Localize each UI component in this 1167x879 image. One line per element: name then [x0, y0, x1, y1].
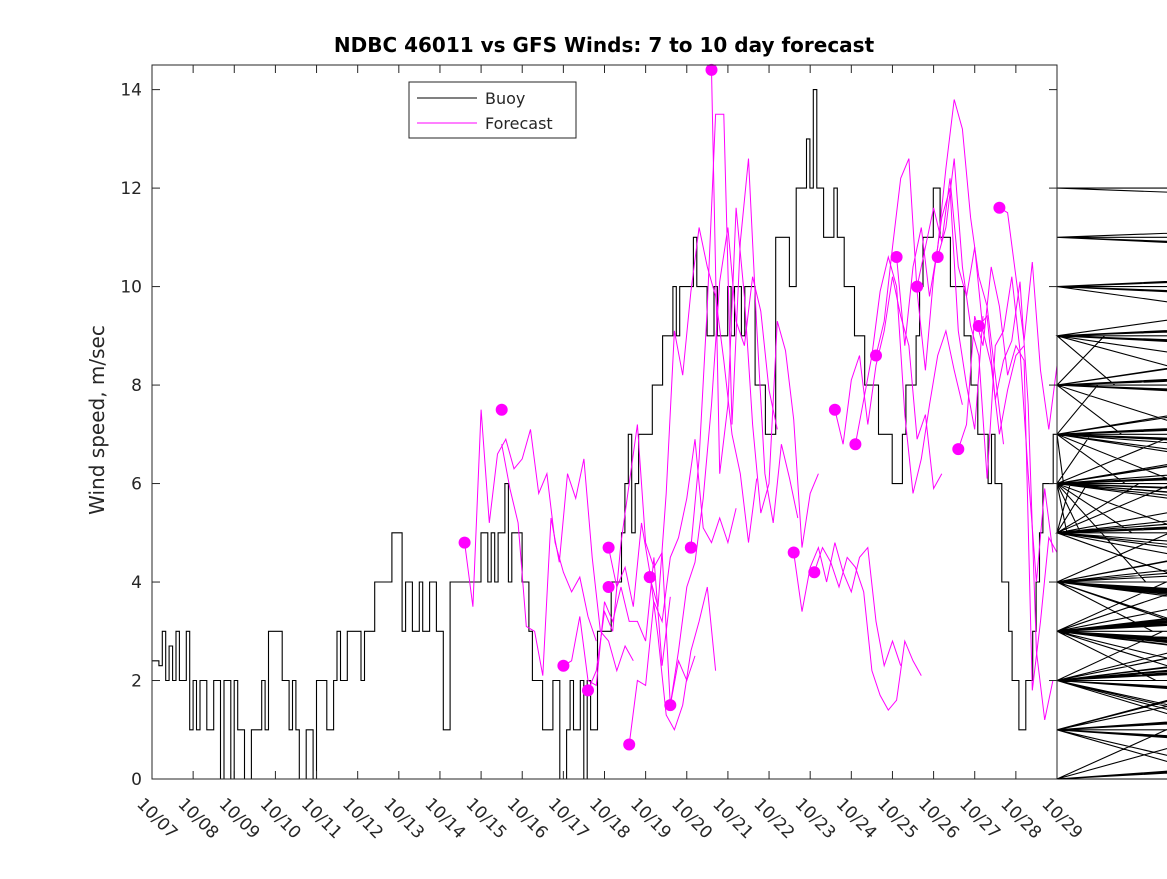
chart-title: NDBC 46011 vs GFS Winds: 7 to 10 day for…	[334, 33, 875, 57]
forecast-series-line-15	[875, 158, 984, 430]
y-tick-label: 14	[120, 81, 142, 101]
forecast-start-marker	[828, 403, 841, 416]
forecast-series-line-17	[916, 178, 1025, 435]
forecast-start-marker	[602, 581, 615, 593]
forecast-series-line-18	[937, 158, 1054, 583]
forecast-start-marker	[808, 566, 821, 579]
forecast-start-marker	[664, 699, 677, 712]
forecast-series-line-5	[608, 522, 717, 732]
forecast-start-marker	[458, 536, 471, 549]
forecast-series-line-19	[957, 266, 1058, 691]
legend-forecast-label: Forecast	[485, 114, 553, 133]
forecast-series-line-3	[563, 557, 671, 687]
forecast-start-marker	[787, 546, 800, 559]
forecast-series-line-13	[834, 276, 943, 491]
forecast-start-marker	[623, 738, 636, 751]
forecast-start-marker	[602, 541, 615, 554]
forecast-start-marker	[993, 201, 1006, 214]
y-tick-label: 2	[131, 672, 142, 692]
forecast-series-line-21	[999, 207, 1058, 430]
forecast-start-marker	[890, 251, 903, 263]
forecast-start-marker	[870, 349, 882, 362]
forecast-series-line-9	[690, 113, 799, 548]
forecast-series-line-12	[813, 546, 922, 711]
forecast-series-line-16	[896, 99, 1004, 445]
forecast-start-marker	[643, 571, 656, 584]
forecast-series-line-8	[669, 227, 778, 706]
forecast-start-marker	[557, 659, 570, 672]
forecast-series-line-10	[711, 69, 819, 548]
forecast-start-marker	[582, 684, 594, 697]
forecast-series-line-4	[587, 424, 696, 706]
y-tick-label: 4	[131, 573, 142, 593]
y-tick-label: 12	[120, 179, 142, 199]
legend-buoy-label: Buoy	[485, 89, 525, 108]
y-tick-label: 0	[131, 770, 142, 790]
forecast-start-marker	[684, 541, 697, 554]
forecast-series-line-7	[649, 227, 758, 607]
y-tick-label: 8	[131, 376, 142, 396]
forecast-series-line-11	[793, 542, 902, 668]
y-axis-label: Wind speed, m/sec	[85, 325, 109, 515]
y-tick-label: 6	[131, 475, 142, 495]
forecast-start-marker	[911, 280, 924, 293]
forecast-series-line-2	[501, 444, 634, 676]
legend: Buoy Forecast	[408, 81, 577, 139]
forecast-series-line-6	[628, 439, 737, 745]
forecast-start-marker	[931, 251, 944, 263]
legend-box	[408, 81, 577, 139]
forecast-series-line-1	[464, 409, 597, 642]
forecast-start-marker	[849, 438, 862, 451]
forecast-start-marker	[705, 63, 718, 76]
marker-layer	[458, 63, 1006, 751]
forecast-start-marker	[972, 320, 985, 332]
series-layer	[152, 69, 1167, 780]
forecast-series-line-20	[978, 281, 1054, 721]
forecast-start-marker	[952, 443, 965, 456]
y-axis: 0 2 4 6 8 10 12 14	[120, 81, 1057, 790]
y-tick-label: 10	[120, 278, 142, 298]
forecast-start-marker	[495, 403, 508, 416]
forecast-series-line-14	[854, 255, 963, 494]
